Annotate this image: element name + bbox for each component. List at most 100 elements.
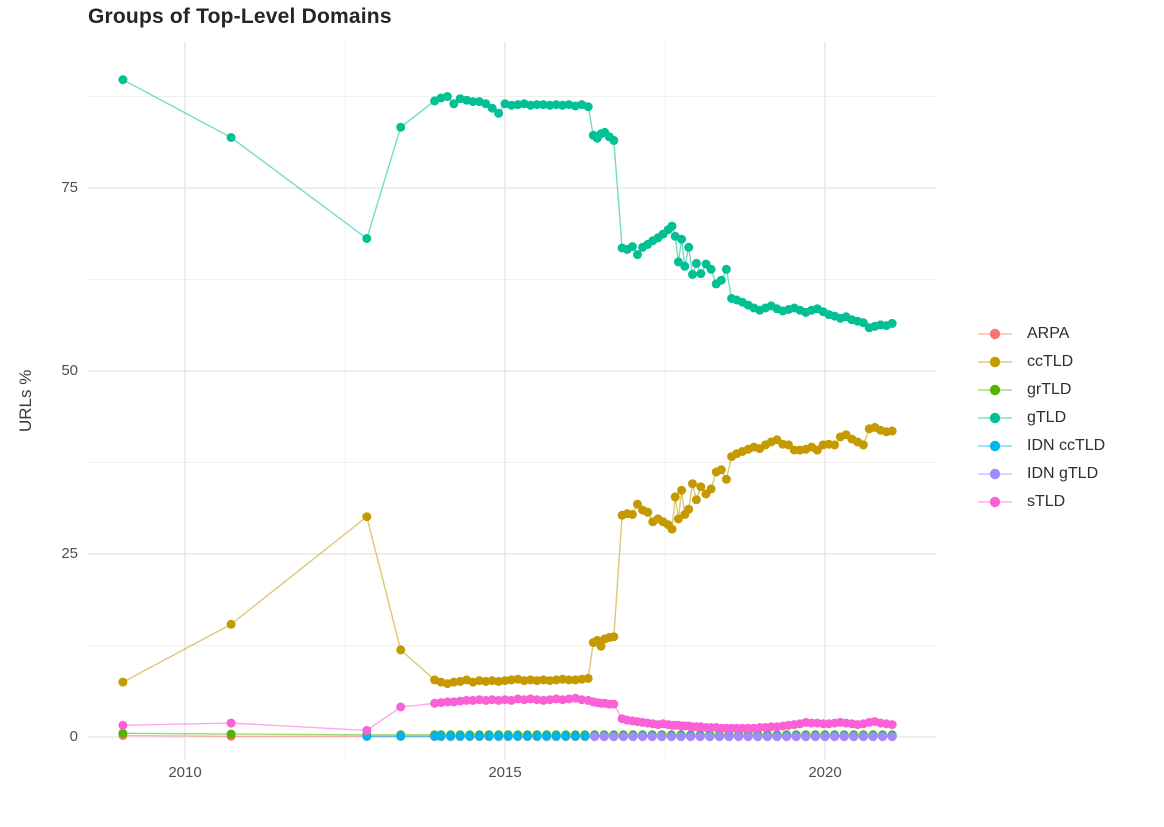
x-tick-label-2010: 2010: [168, 764, 202, 781]
data-point: [590, 732, 600, 742]
data-point: [532, 731, 542, 741]
legend-key-dot: [989, 328, 1001, 340]
legend-item-idn-gtld: IDN gTLD: [976, 460, 1105, 488]
legend-label: ccTLD: [1027, 353, 1074, 370]
data-point: [118, 720, 128, 730]
data-point: [716, 275, 726, 285]
data-point: [706, 484, 716, 494]
data-point: [643, 507, 653, 517]
data-point: [743, 732, 753, 742]
data-point: [599, 732, 609, 742]
data-point: [812, 445, 822, 455]
data-point: [887, 318, 897, 328]
data-point: [677, 234, 687, 244]
data-point: [226, 729, 236, 739]
data-point: [887, 426, 897, 436]
data-point: [446, 731, 456, 741]
data-point: [396, 702, 406, 712]
data-point: [762, 732, 772, 742]
data-point: [484, 731, 494, 741]
data-point: [849, 732, 859, 742]
data-point: [633, 499, 642, 509]
data-point: [714, 732, 724, 742]
legend-item-cctld: ccTLD: [976, 348, 1105, 376]
data-point: [513, 731, 523, 741]
legend-item-grtld: grTLD: [976, 376, 1105, 404]
data-point: [691, 258, 701, 268]
legend-key-gtld: [978, 412, 1012, 424]
data-point: [858, 318, 868, 328]
data-point: [878, 732, 888, 742]
data-point: [396, 645, 406, 655]
legend-key-dot: [989, 412, 1001, 424]
data-point: [782, 732, 792, 742]
data-point: [887, 720, 897, 730]
y-tick-label-0: 0: [69, 728, 78, 745]
data-point: [118, 75, 128, 85]
data-point: [468, 97, 478, 107]
data-point: [688, 479, 697, 489]
legend-key-idn-gtld: [978, 468, 1012, 480]
data-point: [887, 732, 897, 742]
data-point: [430, 731, 440, 741]
data-point: [627, 510, 637, 519]
chart-title: Groups of Top-Level Domains: [88, 5, 392, 28]
data-point: [481, 99, 491, 109]
data-point: [449, 99, 459, 109]
data-point: [532, 100, 542, 110]
data-point: [721, 474, 731, 484]
data-point: [226, 619, 236, 629]
legend-item-gtld: gTLD: [976, 404, 1105, 432]
data-point: [696, 269, 706, 279]
data-point: [696, 482, 706, 492]
x-tick-label-2020: 2020: [808, 764, 842, 781]
data-point: [706, 264, 716, 274]
y-tick-label-25: 25: [61, 545, 78, 562]
data-point: [396, 731, 406, 741]
data-point: [580, 731, 590, 741]
data-point: [647, 732, 657, 742]
data-point: [118, 728, 128, 738]
legend-label: ARPA: [1027, 325, 1070, 342]
legend-label: gTLD: [1027, 409, 1067, 426]
legend-key-stld: [978, 496, 1012, 508]
data-point: [673, 514, 683, 524]
legend-key-dot: [989, 440, 1001, 452]
series-points-idn-gtld: [590, 732, 897, 742]
legend-key-dot: [989, 356, 1001, 368]
data-point: [442, 697, 452, 707]
data-point: [436, 731, 446, 741]
legend-key-arpa: [978, 328, 1012, 340]
data-point: [570, 731, 580, 741]
data-point: [442, 92, 452, 101]
data-point: [830, 440, 840, 450]
legend-label: sTLD: [1027, 493, 1066, 510]
legend-key-cctld: [978, 356, 1012, 368]
data-point: [667, 524, 677, 534]
data-point: [784, 440, 793, 450]
data-point: [609, 732, 619, 742]
legend-item-arpa: ARPA: [976, 320, 1105, 348]
legend-label: grTLD: [1027, 381, 1072, 398]
data-point: [226, 133, 236, 142]
legend-key-dot: [989, 496, 1001, 508]
data-point: [628, 732, 638, 742]
legend-key-dot: [989, 468, 1001, 480]
y-tick-label-50: 50: [61, 362, 78, 379]
data-point: [670, 492, 680, 502]
data-point: [564, 675, 574, 685]
data-point: [753, 732, 763, 742]
data-point: [716, 465, 726, 475]
legend-item-idn-cctld: IDN ccTLD: [976, 432, 1105, 460]
series-points-stld: [118, 693, 897, 735]
x-tick-label-2015: 2015: [488, 764, 522, 781]
data-point: [724, 732, 734, 742]
data-point: [676, 732, 686, 742]
data-point: [542, 731, 552, 741]
data-point: [820, 732, 830, 742]
data-point: [839, 732, 849, 742]
legend-label: IDN gTLD: [1027, 465, 1099, 482]
legend-key-grtld: [978, 384, 1012, 396]
